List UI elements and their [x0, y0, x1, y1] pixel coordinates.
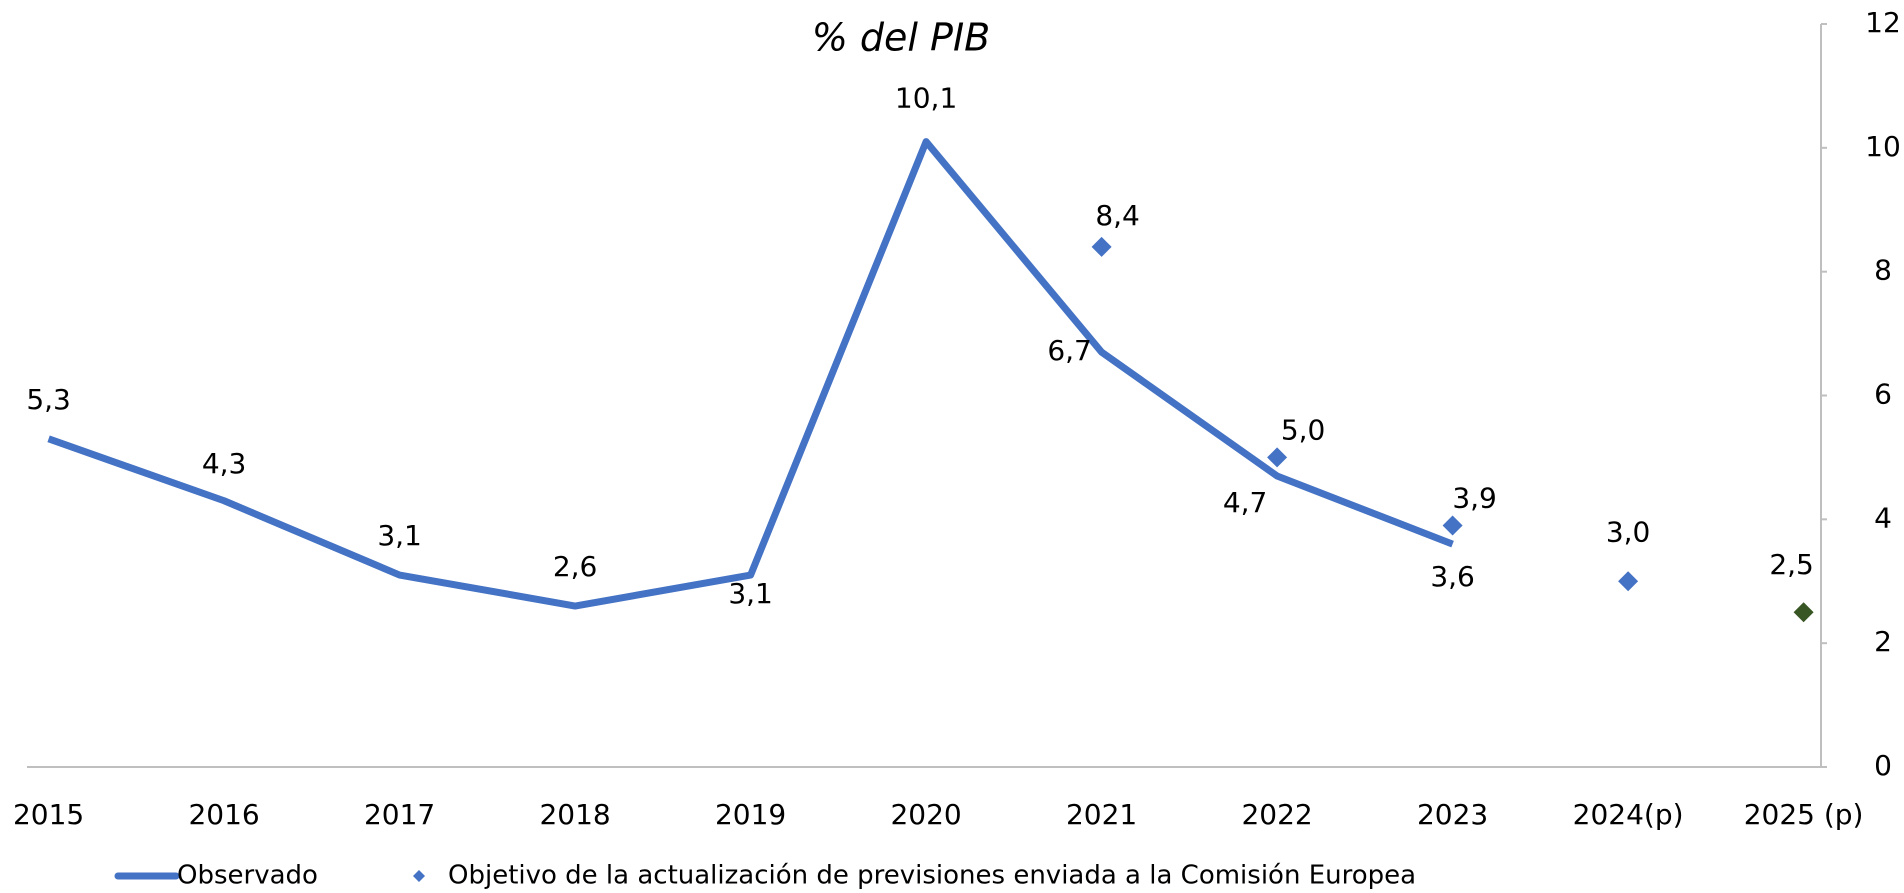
- x-tick-label: 2015: [13, 798, 84, 831]
- data-label: 5,0: [1281, 413, 1326, 446]
- x-tick-label: 2023: [1417, 798, 1488, 831]
- legend-label: Observado: [177, 861, 318, 891]
- x-tick-label: 2022: [1241, 798, 1312, 831]
- data-label: 4,7: [1223, 486, 1268, 519]
- data-label: 6,7: [1047, 334, 1092, 367]
- marker: [1267, 447, 1288, 468]
- x-tick-label: 2016: [188, 798, 259, 831]
- marker: [1618, 571, 1639, 592]
- x-tick-label: 2021: [1066, 798, 1137, 831]
- x-tick-label: 2020: [890, 798, 961, 831]
- y-tick-label: 2: [1874, 625, 1892, 658]
- data-label: 4,3: [202, 447, 247, 480]
- y-tick-label: 10: [1865, 130, 1901, 163]
- y-tick-label: 0: [1874, 749, 1892, 782]
- x-tick-label: 2019: [715, 798, 786, 831]
- data-label: 3,0: [1606, 515, 1651, 548]
- chart-title: % del PIB: [812, 16, 991, 60]
- data-label: 2,5: [1769, 548, 1814, 581]
- data-label: 2,6: [553, 550, 598, 583]
- y-tick-label: 12: [1865, 6, 1901, 39]
- marker: [1442, 515, 1463, 536]
- x-tick-label: 2024(p): [1573, 798, 1684, 831]
- y-tick-label: 4: [1874, 501, 1892, 534]
- data-label: 5,3: [26, 383, 71, 416]
- data-label: 8,4: [1095, 199, 1140, 232]
- y-tick-label: 8: [1874, 254, 1892, 287]
- marker: [1793, 602, 1814, 623]
- x-tick-label: 2017: [364, 798, 435, 831]
- data-label: 3,9: [1452, 482, 1497, 515]
- data-label: 10,1: [895, 82, 957, 115]
- y-tick-label: 6: [1874, 378, 1892, 411]
- data-label: 3,1: [377, 519, 422, 552]
- marker: [1091, 236, 1112, 257]
- x-tick-label: 2018: [539, 798, 610, 831]
- line-series: [47, 138, 1454, 610]
- legend-marker: [413, 870, 425, 882]
- x-tick-label: 2025 (p): [1744, 798, 1864, 831]
- legend-label: Objetivo de la actualización de previsio…: [448, 861, 1416, 891]
- data-label: 3,1: [728, 577, 773, 610]
- data-label: 3,6: [1430, 560, 1475, 593]
